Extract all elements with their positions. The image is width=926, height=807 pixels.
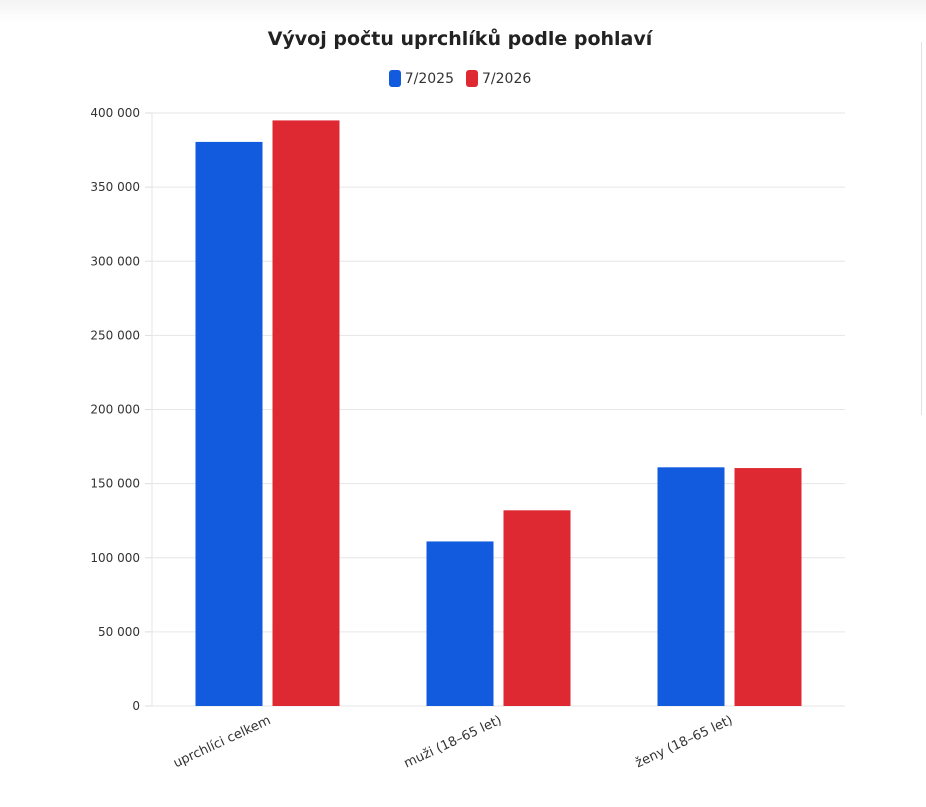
chart-title: Vývoj počtu uprchlíků podle pohlaví bbox=[267, 28, 653, 50]
chart-legend: 7/2025 7/2026 bbox=[0, 70, 920, 87]
legend-item-series-1[interactable]: 7/2025 bbox=[388, 70, 454, 87]
bar-1-series-2 bbox=[272, 120, 340, 707]
bar-3-series-2 bbox=[734, 468, 802, 706]
right-divider bbox=[921, 42, 922, 415]
y-tick-label-100000: 100 000 bbox=[90, 551, 140, 565]
x-category-label-1: uprchlíci celkem bbox=[171, 713, 273, 771]
legend-label-series-1: 7/2025 bbox=[404, 70, 454, 87]
y-tick-label-200000: 200 000 bbox=[90, 403, 140, 417]
bar-1-series-1 bbox=[195, 141, 263, 706]
bar-3-series-1 bbox=[657, 467, 725, 706]
y-tick-label-150000: 150 000 bbox=[90, 477, 140, 491]
x-category-label-3: ženy (18–65 let) bbox=[633, 713, 735, 771]
y-tick-label-250000: 250 000 bbox=[90, 328, 140, 342]
y-tick-label-300000: 300 000 bbox=[90, 254, 140, 268]
legend-item-series-2[interactable]: 7/2026 bbox=[466, 70, 531, 87]
top-fade bbox=[0, 0, 926, 22]
y-tick-label-400000: 400 000 bbox=[90, 106, 140, 120]
bar-2-series-1 bbox=[426, 541, 494, 706]
legend-swatch-series-1 bbox=[388, 70, 401, 87]
x-category-label-2: muži (18–65 let) bbox=[402, 713, 504, 771]
y-tick-label-350000: 350 000 bbox=[90, 180, 140, 194]
legend-swatch-series-2 bbox=[466, 70, 478, 87]
y-tick-label-0: 0 bbox=[132, 699, 140, 713]
bar-2-series-2 bbox=[503, 510, 571, 706]
y-tick-label-50000: 50 000 bbox=[98, 625, 140, 639]
legend-label-series-2: 7/2026 bbox=[482, 70, 532, 87]
